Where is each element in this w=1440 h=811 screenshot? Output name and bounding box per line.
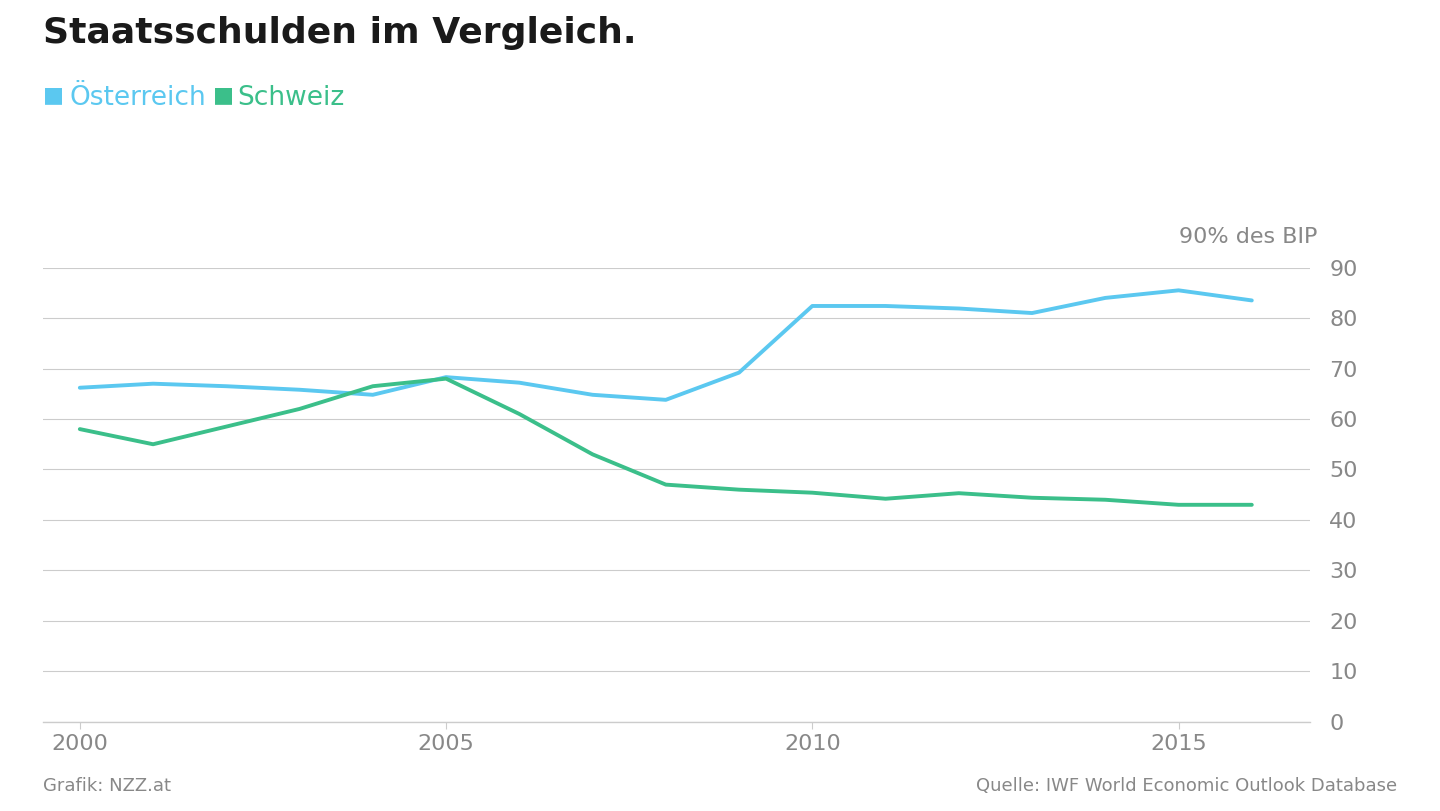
Text: Österreich: Österreich — [69, 85, 206, 111]
Text: ■: ■ — [43, 85, 65, 105]
Text: Staatsschulden im Vergleich.: Staatsschulden im Vergleich. — [43, 16, 636, 50]
Text: Grafik: NZZ.at: Grafik: NZZ.at — [43, 777, 171, 795]
Text: Quelle: IWF World Economic Outlook Database: Quelle: IWF World Economic Outlook Datab… — [976, 777, 1397, 795]
Text: Schweiz: Schweiz — [238, 85, 344, 111]
Text: 90% des BIP: 90% des BIP — [1179, 227, 1318, 247]
Text: ■: ■ — [213, 85, 235, 105]
